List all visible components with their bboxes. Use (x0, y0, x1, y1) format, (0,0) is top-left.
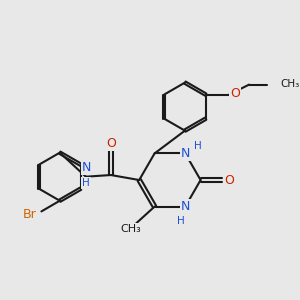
Text: CH₃: CH₃ (280, 79, 299, 89)
Text: O: O (224, 173, 234, 187)
Text: N: N (82, 161, 92, 174)
Text: N: N (181, 200, 190, 213)
Text: CH₃: CH₃ (121, 224, 142, 234)
Text: H: H (194, 141, 202, 151)
Text: O: O (230, 87, 240, 101)
Text: H: H (177, 216, 185, 226)
Text: H: H (82, 178, 90, 188)
Text: N: N (181, 147, 190, 160)
Text: O: O (106, 137, 116, 150)
Text: Br: Br (23, 208, 37, 221)
